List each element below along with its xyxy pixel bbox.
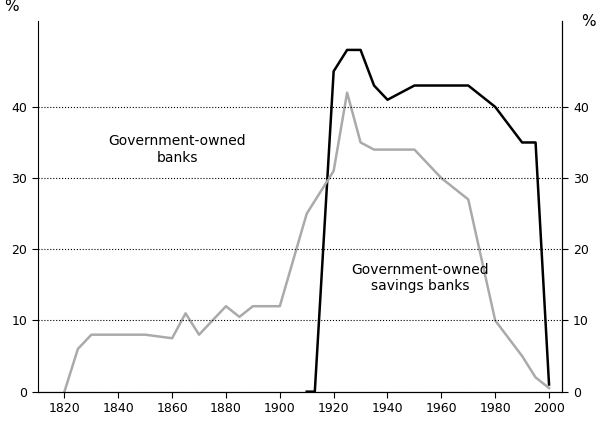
Text: Government-owned
savings banks: Government-owned savings banks (351, 262, 488, 293)
Text: Government-owned
banks: Government-owned banks (109, 135, 247, 165)
Y-axis label: %: % (4, 0, 19, 14)
Y-axis label: %: % (581, 14, 596, 29)
